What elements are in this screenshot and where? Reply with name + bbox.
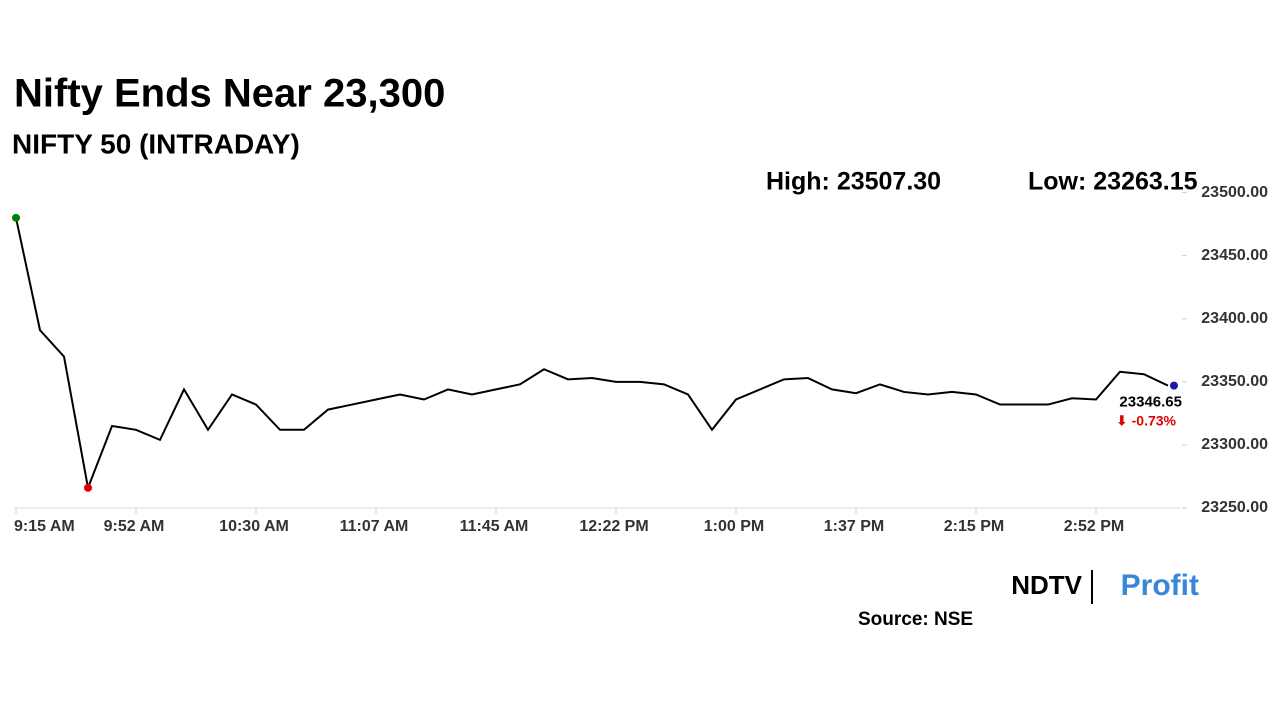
x-tick-label: 11:45 AM — [460, 518, 529, 535]
y-tick-label: 23250.00 — [1201, 499, 1268, 516]
price-line — [15, 217, 1169, 492]
last-marker — [1170, 381, 1178, 390]
chart-title: Nifty Ends Near 23,300 — [14, 72, 445, 116]
logo-left: NDTV — [1011, 570, 1082, 600]
x-tick-label: 1:00 PM — [704, 518, 764, 535]
x-tick-label: 2:15 PM — [944, 518, 1004, 535]
change-label: ⬇ -0.73% — [1116, 412, 1177, 428]
x-tick-label: 1:37 PM — [824, 518, 884, 535]
x-tick-label: 12:22 PM — [579, 518, 648, 535]
y-tick-label: 23500.00 — [1201, 184, 1268, 201]
y-tick-label: 23350.00 — [1201, 373, 1268, 390]
low-marker — [84, 483, 92, 492]
x-tick-label: 2:52 PM — [1064, 518, 1124, 535]
high-marker — [12, 213, 20, 222]
y-tick-label: 23450.00 — [1201, 247, 1268, 264]
x-tick-label: 9:52 AM — [104, 518, 165, 535]
x-tick-label: 11:07 AM — [340, 518, 409, 535]
last-price-label: 23346.65 — [1119, 394, 1182, 411]
high-label: High: 23507.30 — [766, 168, 941, 196]
source: Source: NSE — [858, 609, 973, 630]
logo-right: Profit — [1121, 569, 1199, 602]
x-tick-label: 9:15 AM — [14, 518, 75, 535]
chart-subtitle: NIFTY 50 (INTRADAY) — [12, 128, 300, 159]
y-tick-label: 23300.00 — [1201, 436, 1268, 453]
y-tick-label: 23400.00 — [1201, 310, 1268, 327]
x-tick-label: 10:30 AM — [219, 518, 289, 535]
low-label: Low: 23263.15 — [1028, 168, 1198, 196]
